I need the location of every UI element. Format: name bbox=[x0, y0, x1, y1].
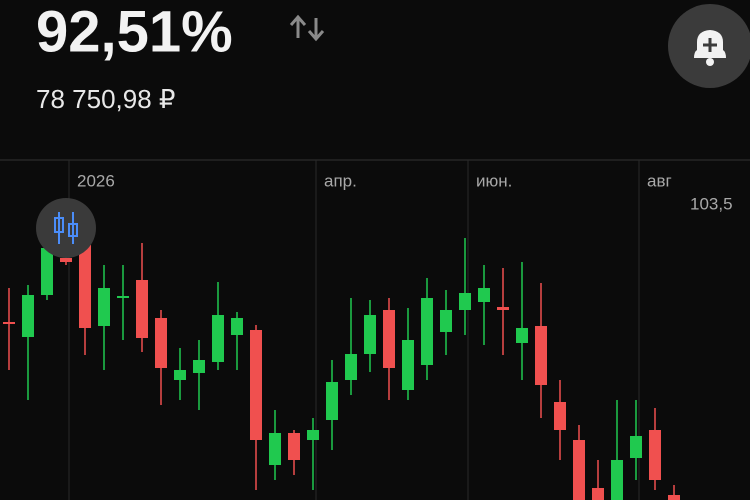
candle-body bbox=[668, 495, 680, 500]
candle-body bbox=[554, 402, 566, 430]
candle-body bbox=[193, 360, 205, 373]
price-percent: 92,51% bbox=[36, 0, 233, 64]
candle-body bbox=[41, 248, 53, 295]
candle-body bbox=[497, 307, 509, 310]
price-amount: 78 750,98 ₽ bbox=[36, 84, 175, 114]
candle-body bbox=[535, 326, 547, 385]
chart-type-button[interactable] bbox=[36, 198, 96, 258]
x-tick-label: авг bbox=[647, 171, 672, 190]
candle-body bbox=[611, 460, 623, 500]
candle-body bbox=[345, 354, 357, 380]
candle-body bbox=[250, 330, 262, 440]
plus-icon bbox=[703, 38, 717, 52]
candle-body bbox=[307, 430, 319, 440]
arrow-up bbox=[289, 14, 307, 38]
candle-body bbox=[60, 258, 72, 262]
swap-icon[interactable] bbox=[289, 14, 325, 42]
candle-body bbox=[22, 295, 34, 337]
bell-clapper bbox=[706, 58, 714, 66]
x-tick-label: июн. bbox=[476, 171, 512, 190]
candle-body bbox=[478, 288, 490, 302]
candle-body bbox=[326, 382, 338, 420]
candle-body bbox=[592, 488, 604, 500]
candle-icon-body bbox=[68, 223, 78, 237]
candle-body bbox=[630, 436, 642, 458]
candle-body bbox=[98, 288, 110, 326]
candle-body bbox=[3, 322, 15, 324]
candle-body bbox=[421, 298, 433, 365]
candle-icon-body bbox=[54, 217, 64, 233]
y-tick: 103,5 bbox=[690, 194, 733, 213]
candle-body bbox=[440, 310, 452, 332]
candle-body bbox=[364, 315, 376, 354]
plot: 2026 апр. июн. авг 103,5 bbox=[3, 160, 733, 500]
candle-body bbox=[79, 245, 91, 328]
x-tick-label: 2026 bbox=[77, 171, 115, 190]
candle-body bbox=[136, 280, 148, 338]
candle-body bbox=[117, 296, 129, 298]
x-tick-label: апр. bbox=[324, 171, 357, 190]
chart-type-bg bbox=[36, 198, 96, 258]
candle-body bbox=[402, 340, 414, 390]
candle-body bbox=[174, 370, 186, 380]
candle-body bbox=[288, 433, 300, 460]
candle-body bbox=[459, 293, 471, 310]
candle-body bbox=[231, 318, 243, 335]
arrow-down bbox=[307, 18, 325, 42]
candle-body bbox=[649, 430, 661, 480]
candle-body bbox=[155, 318, 167, 368]
y-tick-label: 103,5 bbox=[690, 194, 733, 213]
candle-body bbox=[516, 328, 528, 343]
candle-body bbox=[573, 440, 585, 500]
candle-body bbox=[383, 310, 395, 368]
alert-button[interactable] bbox=[668, 4, 750, 88]
candle-body bbox=[212, 315, 224, 362]
candle-body bbox=[269, 433, 281, 465]
